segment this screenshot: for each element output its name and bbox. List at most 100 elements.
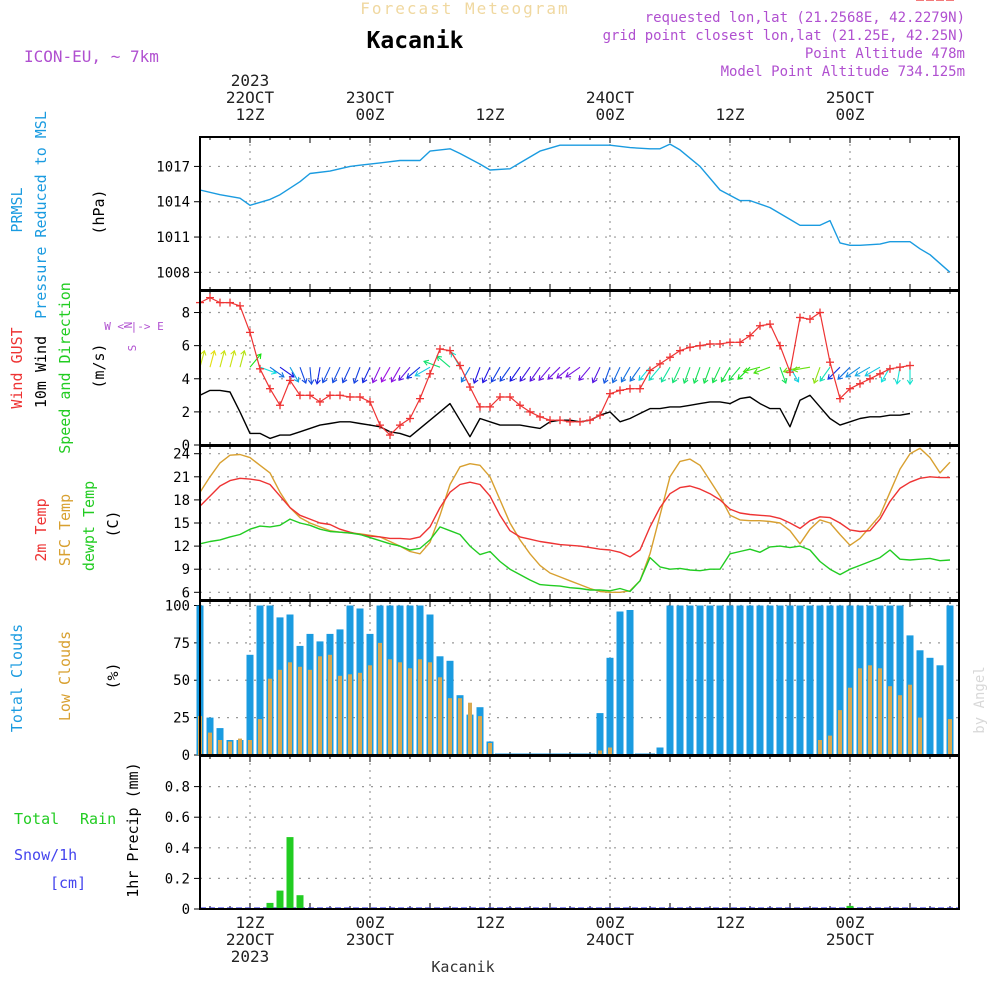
low-cloud-bar [248,740,252,755]
pressure-plot-area [200,137,959,290]
precipitation-plot-area [200,756,959,909]
requested-coords: requested lon,lat (21.2568E, 42.2279N) [645,10,965,26]
precip-label-unit: 1hr Precip (mm) [124,762,142,897]
wind-ytick-label: 4 [182,372,190,388]
wind-arrow-head [220,349,227,356]
wind-arrow [353,367,361,384]
wind-arrow [819,366,831,382]
wind-arrow [813,367,821,384]
wind-arrow-head [629,376,636,382]
total-cloud-bar [626,610,634,755]
clouds-plot-area [200,601,959,755]
wind-arrow [415,366,431,377]
wind-arrow-head [682,378,689,385]
wind-arrow-head [671,377,678,384]
compass-we: W <-|-> E [104,320,164,333]
bottom-time-label: 12Z [716,913,745,932]
pressure-ytick-label: 1011 [156,230,190,246]
temperature-ytick-label: 9 [182,562,190,578]
low-cloud-bar [408,668,412,755]
wind-arrow-head [620,376,627,383]
wind-arrow-head [894,379,901,385]
wind-arrow [309,367,313,385]
precip-label-total: Total [14,810,59,828]
low-cloud-bar [418,659,422,755]
top-time-label: 24OCT [586,88,635,107]
total-cloud-bar [916,650,924,755]
temperature-ytick-label: 15 [173,516,190,532]
top-time-label: 00Z [836,105,865,124]
wind-arrow-head [314,379,321,385]
temp-label-2m: 2m Temp [32,498,50,561]
total-cloud-bar [936,665,944,755]
wind-ytick-label: 6 [182,339,190,355]
wind-arrow-head [509,376,516,382]
total-cloud-bar [776,605,784,755]
location-title: Kacanik [367,28,464,54]
wind-arrow-head [611,377,618,384]
rain-bar [286,837,294,909]
low-cloud-bar [838,710,842,755]
total-cloud-bar [706,605,714,755]
wind-label-gust: Wind GUST [8,327,26,408]
wind-arrow-head [854,370,861,377]
wind-arrow [482,366,491,383]
temp-label-dewpt: dewpt Temp [80,481,98,571]
wind-arrow-head [307,379,315,386]
wind-arrow-head [547,374,554,380]
cloud-label-low: Low Clouds [56,631,74,721]
wind-arrow [855,366,871,377]
top-time-label: 12Z [716,105,745,124]
low-cloud-bar [478,716,482,755]
wind-arrow-head [702,378,709,385]
wind-arrow-head [490,376,497,383]
clouds-ytick-label: 100 [165,598,190,614]
wind-arrow [753,366,771,374]
total-cloud-bar [806,605,814,755]
wind-arrow-head [837,374,844,380]
low-cloud-bar [488,743,492,755]
wind-arrow-head [692,378,699,385]
temp-labels: 2m Temp SFC Temp dewpt Temp (C) [32,481,122,571]
wind-arrow [547,366,561,380]
wind-arrow-head [200,349,207,356]
wind-arrow-head [301,378,308,385]
pressure-label-prmsl: PRMSL [8,187,26,232]
wind-arrow [279,366,295,378]
low-cloud-bar [598,750,602,755]
precipitation-ytick-label: 0.4 [165,841,190,857]
wind-arrow-head [481,377,488,384]
precip-label-cm: [cm] [50,874,86,892]
low-cloud-bar [888,686,892,755]
temperature-ytick-label: 6 [182,585,190,601]
wind-arrow-head [240,349,247,356]
wind-arrow-head [556,373,562,379]
low-cloud-bar [208,732,212,755]
low-cloud-bar [218,740,222,755]
rain-bar [266,902,274,909]
wind-arrow [837,366,851,380]
compass-s: S [126,345,139,352]
low-cloud-bar [258,719,262,755]
total-cloud-bar [246,654,254,755]
top-time-label: 12Z [476,105,505,124]
point-altitude: Point Altitude 478m [805,46,965,62]
low-cloud-bar [448,698,452,755]
low-cloud-bar [228,741,232,755]
wind-arrow [612,366,621,383]
wind-arrow [629,366,641,382]
pressure-ytick-label: 1014 [156,195,190,211]
total-cloud-bar [616,611,624,755]
cloud-label-total: Total Clouds [8,624,26,732]
clouds-ytick-label: 0 [182,748,190,764]
wind-arrow-head [390,376,397,383]
wind-arrow [269,366,285,378]
wind-arrow [779,367,787,384]
wind-arrow [793,366,811,371]
total-cloud-bar [886,605,894,755]
wind-arrow [219,350,225,368]
low-cloud-bar [348,674,352,755]
low-cloud-bar [848,687,852,755]
wind-arrow [661,366,671,383]
